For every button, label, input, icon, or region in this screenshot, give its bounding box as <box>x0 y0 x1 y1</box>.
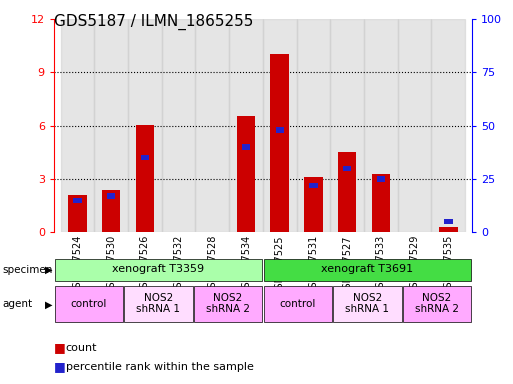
Text: NOS2
shRNA 2: NOS2 shRNA 2 <box>415 293 459 314</box>
Bar <box>264 286 332 323</box>
Bar <box>270 54 289 232</box>
Bar <box>162 19 195 232</box>
Bar <box>403 286 471 323</box>
Bar <box>398 19 431 232</box>
Text: NOS2
shRNA 1: NOS2 shRNA 1 <box>345 293 389 314</box>
Text: GDS5187 / ILMN_1865255: GDS5187 / ILMN_1865255 <box>54 13 253 30</box>
Text: xenograft T3691: xenograft T3691 <box>321 264 413 274</box>
Text: NOS2
shRNA 2: NOS2 shRNA 2 <box>206 293 250 314</box>
Bar <box>304 177 323 232</box>
Bar <box>242 144 250 150</box>
Bar <box>264 258 471 281</box>
Text: count: count <box>66 343 97 353</box>
Bar <box>94 19 128 232</box>
Bar <box>275 127 284 133</box>
Bar <box>439 227 458 232</box>
Bar <box>229 19 263 232</box>
Bar <box>263 19 297 232</box>
Bar <box>135 125 154 232</box>
Text: ■: ■ <box>54 341 66 354</box>
Bar <box>431 19 465 232</box>
Text: control: control <box>280 298 316 308</box>
Bar <box>128 19 162 232</box>
Bar <box>124 286 192 323</box>
Text: ■: ■ <box>54 360 66 373</box>
Bar <box>73 198 82 203</box>
Text: percentile rank within the sample: percentile rank within the sample <box>66 362 253 372</box>
Bar <box>107 194 115 199</box>
Bar <box>333 286 402 323</box>
Text: specimen: specimen <box>3 265 53 275</box>
Text: control: control <box>70 298 107 308</box>
Bar <box>102 190 121 232</box>
Bar <box>61 19 94 232</box>
Bar <box>237 116 255 232</box>
Bar <box>195 19 229 232</box>
Bar <box>444 219 452 224</box>
Text: NOS2
shRNA 1: NOS2 shRNA 1 <box>136 293 181 314</box>
Bar <box>309 183 318 188</box>
Text: ▶: ▶ <box>45 299 53 310</box>
Bar <box>343 166 351 171</box>
Bar <box>338 152 357 232</box>
Text: agent: agent <box>3 299 33 310</box>
Bar <box>330 19 364 232</box>
Text: ▶: ▶ <box>45 265 53 275</box>
Bar <box>141 155 149 161</box>
Bar <box>377 176 385 182</box>
Bar <box>371 174 390 232</box>
Text: xenograft T3359: xenograft T3359 <box>112 264 205 274</box>
Bar <box>54 258 262 281</box>
Bar <box>364 19 398 232</box>
Bar <box>194 286 262 323</box>
Bar <box>297 19 330 232</box>
Bar <box>68 195 87 232</box>
Bar <box>54 286 123 323</box>
